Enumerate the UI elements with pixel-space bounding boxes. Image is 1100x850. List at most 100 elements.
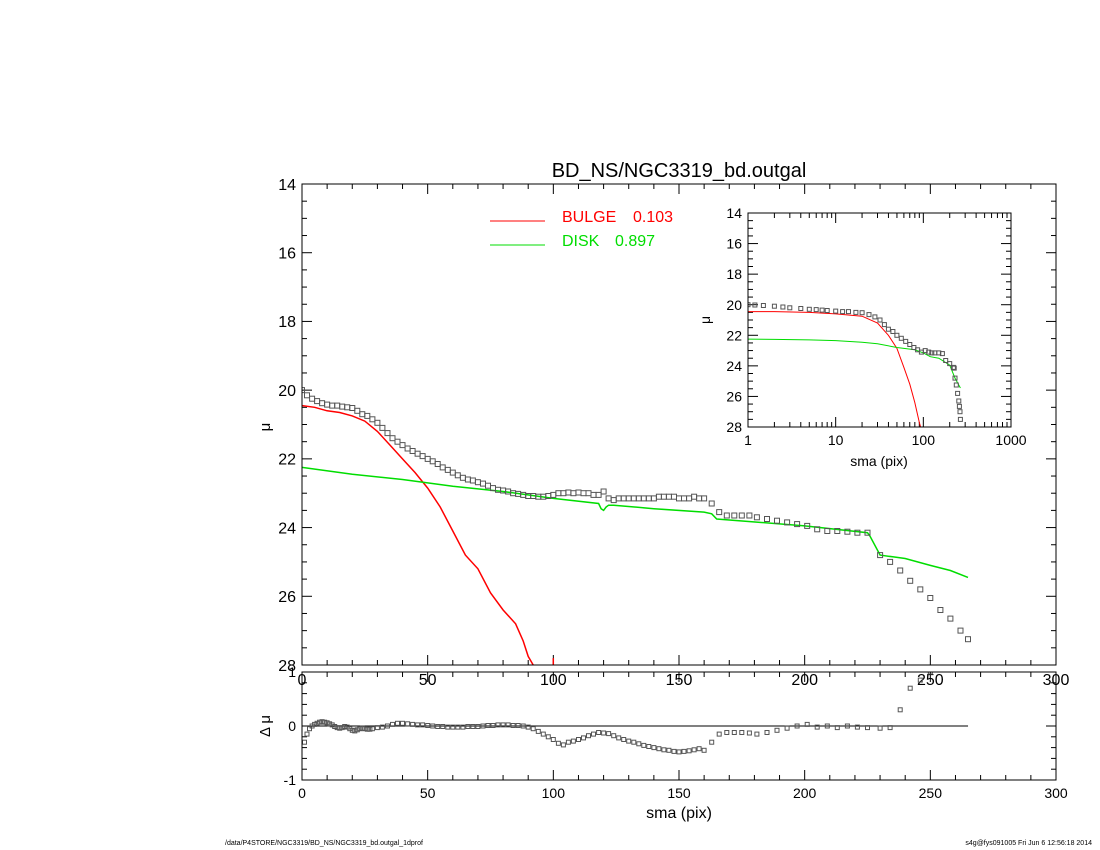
residual-data-point [535,728,541,734]
residual-data-point [302,739,307,745]
main-data-point [753,514,760,521]
inset-y-tick-label: 20 [726,297,742,313]
residual-data-point [304,731,310,737]
inset-y-tick-label: 26 [726,388,742,404]
residual-data-point [927,672,933,675]
residual-data-point [530,726,536,732]
residual-data-point [907,685,913,691]
residual-data-point [460,724,466,730]
inset-y-tick-label: 22 [726,327,742,343]
main-data-point [620,495,627,502]
main-data-point [671,493,677,500]
main-data-point [404,445,411,452]
inset-data-point [929,350,935,356]
residual-data-point [510,723,516,728]
main-data-point [746,512,753,519]
residual-x-tick-label: 150 [667,785,691,801]
inset-data-point [890,329,896,334]
residual-data-point [686,748,692,754]
inset-y-axis-label: μ [697,316,713,324]
inset-x-tick-label: 100 [912,432,936,448]
main-y-tick-label: 26 [278,589,296,606]
inset-data-point [956,398,962,404]
main-data-point [716,509,723,516]
residual-data-point [651,745,657,751]
inset-data-point [877,317,883,323]
residual-data-point [307,726,312,732]
residual-data-point [854,724,860,730]
main-y-tick-label: 22 [278,452,296,469]
main-data-point [600,488,607,495]
main-plot-frame [301,183,1057,666]
residual-data-point [465,724,471,729]
residual-data-point [691,747,697,753]
main-data-point [565,489,572,496]
main-data-point [691,493,698,500]
main-data-point [575,489,582,496]
main-data-point [686,495,693,502]
residual-data-point [550,737,556,742]
main-data-point [369,416,376,423]
residual-data-point [490,723,496,728]
residual-x-tick-label: 0 [298,785,306,801]
main-data-point [947,615,954,622]
residual-data-point [495,722,501,728]
main-data-point [723,512,730,519]
main-y-axis-label: μ [257,423,274,432]
residual-data-point [570,738,576,744]
main-data-point [676,495,682,502]
inset-data-point [943,358,949,363]
residual-data-point [676,749,682,755]
residual-y-axis-label: Δ μ [257,715,274,737]
residual-data-point [865,725,870,731]
residual-data-point [681,748,687,754]
residual-data-point [405,721,411,727]
main-data-point [696,495,703,502]
main-data-point [449,469,456,476]
main-data-point [650,495,657,502]
residual-data-point [400,720,405,726]
inset-series-bulge [748,311,922,427]
inset-data-point [771,303,777,309]
residual-data-point [917,677,923,683]
main-data-point [444,466,451,473]
inset-data-point [853,309,859,315]
main-data-point [595,491,602,498]
main-data-point [917,586,924,593]
legend: BULGE 0.103 DISK 0.897 [490,209,673,250]
residual-data-point [696,746,702,752]
residual-data-point [764,730,770,735]
main-y-tick-label: 28 [278,658,296,675]
inset-data-point [866,312,872,318]
residual-data-point [601,730,607,736]
inset-x-tick-label: 1000 [995,432,1026,448]
residual-data-point [445,724,451,730]
main-data-point [804,522,811,529]
residual-data-point [877,725,883,731]
main-data-point [645,495,652,502]
inset-data-point [780,304,786,310]
main-data-point [464,476,471,483]
residual-data-point [611,733,617,739]
residual-x-tick-label: 300 [1044,785,1068,801]
main-data-point [344,404,351,411]
residual-data-point [606,731,612,737]
residual-data-point [701,747,707,753]
residual-data-point [540,731,546,737]
main-data-point [374,419,381,426]
residual-data-point [724,730,730,735]
inset-data-point [813,307,819,313]
inset-data-point [898,335,904,341]
residual-data-point [379,724,385,730]
main-data-point [329,402,336,409]
main-panel: BD_NS/NGC3319_bd.outgal 0 50 100 150 200 250 3… [257,160,1069,689]
residual-data-point [784,725,790,731]
main-data-point [927,595,934,601]
residual-data-point [794,723,800,729]
residual-data-point [666,747,672,753]
inset-data-point [819,307,825,313]
main-data-point [854,529,861,536]
main-data-point [784,519,791,526]
residual-data-point [520,723,526,729]
